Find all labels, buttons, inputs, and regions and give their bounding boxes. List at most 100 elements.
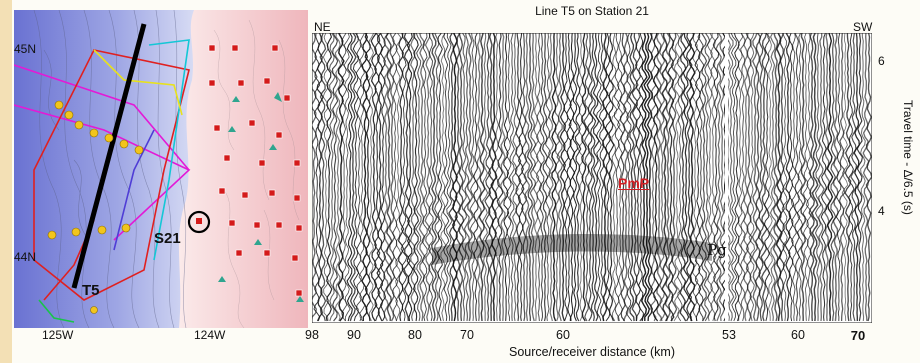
trace [856,33,864,322]
trace [811,33,819,322]
x-tick-98: 98 [305,328,319,342]
left-margin-bar [0,0,12,363]
trace [586,33,594,322]
trace [610,33,617,322]
trace [862,33,870,322]
trace [703,33,711,322]
trace [364,33,372,322]
trace [403,33,411,322]
trace [313,33,321,322]
trace [691,33,699,322]
trace [581,33,588,322]
x-tick-60-sw: 60 [791,328,805,342]
trace [559,33,567,322]
lat-label-45n: 45N [14,42,37,56]
trace [490,33,498,322]
trace [619,33,627,322]
trace [412,33,420,322]
pg-arrival-band [432,233,712,265]
trace [700,33,708,322]
pmp-phase-label: PmP [618,175,650,191]
trace [460,33,468,322]
lon-label-124w: 124W [194,328,226,342]
trace [781,33,788,322]
trace [613,33,621,322]
bathymetry-contours [33,10,187,328]
location-map: 45N 44N 125W 124W T5 S21 [14,0,308,342]
trace [679,33,687,322]
trace [385,33,393,321]
trace [602,33,609,322]
trace [574,33,582,322]
trace [820,33,828,322]
trace [583,33,590,322]
trace [566,33,572,322]
trace [493,33,501,322]
trace [631,33,639,322]
trace [802,33,809,322]
trace [628,33,636,322]
trace [415,33,423,322]
trace [548,33,554,322]
trace [589,33,597,322]
trace [446,33,453,322]
trace [319,33,327,322]
trace [742,33,750,322]
lon-label-125w: 125W [42,328,74,342]
trace [392,33,399,322]
trace [808,33,816,322]
trace [830,33,837,322]
trace [790,33,797,322]
trace [796,33,804,322]
trace [841,33,849,322]
trace [409,33,416,322]
trace [733,33,740,322]
trace [745,33,753,322]
trace [766,33,774,321]
trace [850,33,858,322]
trace [571,33,579,322]
trace [418,33,426,322]
station-gap [725,33,728,323]
trace [475,33,482,322]
trace [448,33,456,322]
trace [343,33,351,322]
trace [506,33,512,321]
line-t5-track [71,23,147,289]
trace [496,33,504,322]
trace [515,33,522,322]
survey-lines [14,39,191,323]
trace [427,33,434,322]
trace [607,33,615,322]
trace [760,33,768,322]
trace [367,33,375,322]
trace [508,33,515,322]
seismic-traces [312,33,872,323]
trace [358,33,366,322]
trace [517,33,525,322]
trace [715,33,723,322]
trace [757,33,765,322]
trace [482,33,489,322]
trace [556,33,564,322]
trace [778,33,786,322]
trace [400,33,408,322]
trace [592,33,600,322]
trace [709,33,717,322]
trace [346,33,354,322]
trace [860,33,866,322]
trace [638,33,645,322]
trace [376,33,384,322]
trace [748,33,756,322]
obs-markers [47,100,144,314]
trace [469,33,477,322]
x-tick-70: 70 [460,328,474,342]
ne-direction-label: NE [314,20,331,34]
trace [478,33,486,322]
trace [472,33,479,322]
trace [397,33,405,322]
x-tick-90: 90 [347,328,361,342]
x-tick-80: 80 [408,328,422,342]
trace [340,33,348,322]
line-t5-label: T5 [82,282,100,299]
